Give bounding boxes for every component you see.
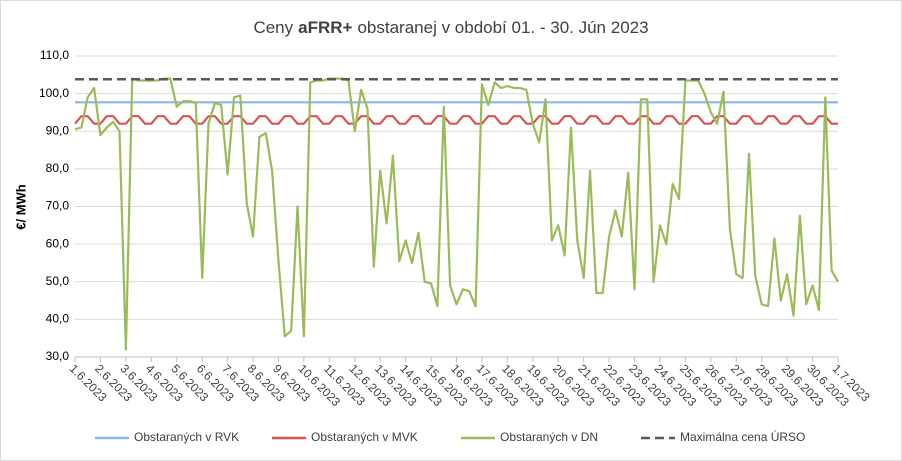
chart-title: Ceny aFRR+ obstaranej v období 01. - 30. J… xyxy=(253,18,648,37)
y-tick-label: 70,0 xyxy=(46,199,70,213)
y-tick-label: 40,0 xyxy=(46,312,70,326)
legend-label: Obstaraných v MVK xyxy=(311,430,418,444)
series-line xyxy=(74,115,838,125)
y-tick-label: 60,0 xyxy=(46,236,70,250)
title-part: Ceny xyxy=(253,18,293,37)
y-axis-label: €/ MWh xyxy=(13,184,28,230)
y-tick-label: 30,0 xyxy=(46,349,70,363)
legend-label: Maximálna cena ÚRSO xyxy=(680,429,805,444)
series-line xyxy=(74,77,839,351)
y-tick-label: 80,0 xyxy=(46,161,70,175)
legend-label: Obstaraných v RVK xyxy=(134,430,239,444)
y-tick-label: 90,0 xyxy=(46,123,70,137)
y-tick-label: 100,0 xyxy=(39,86,69,100)
legend-label: Obstaraných v DN xyxy=(500,430,598,444)
title-part: aFRR+ xyxy=(298,18,352,37)
y-tick-label: 50,0 xyxy=(46,274,70,288)
y-tick-label: 110,0 xyxy=(40,48,69,62)
title-part: obstaranej v období 01. - 30. Jún 2023 xyxy=(357,18,648,37)
